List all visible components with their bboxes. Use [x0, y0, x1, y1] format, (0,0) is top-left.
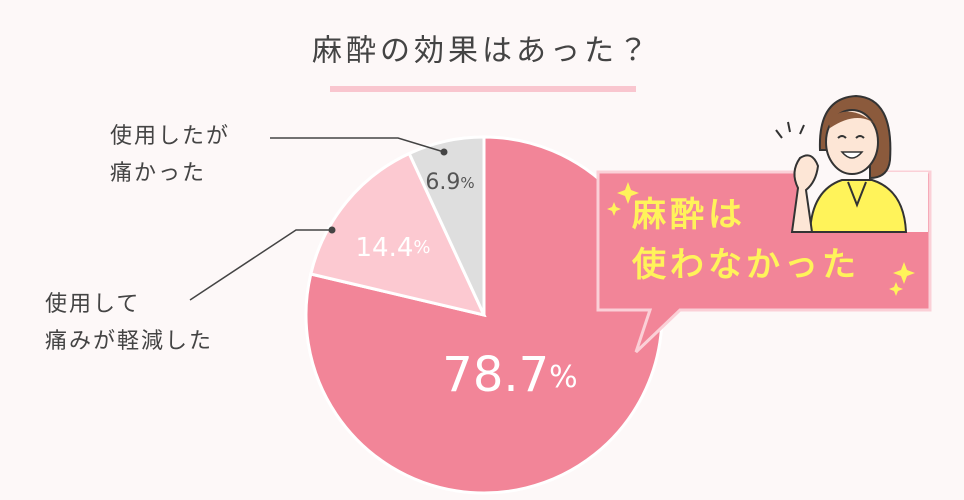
- shirt: [808, 179, 908, 233]
- sparkle: [889, 282, 903, 296]
- category-label: 使用したが 痛かった: [110, 124, 231, 186]
- leader-dot: [440, 148, 448, 156]
- emphasis: [775, 121, 805, 139]
- pie-slice: [407, 135, 486, 316]
- value-label: 6.9%: [425, 170, 474, 195]
- value-label: 14.4%: [356, 233, 431, 263]
- eyes: [837, 135, 865, 139]
- leader-dot: [328, 226, 336, 234]
- face: [825, 109, 879, 175]
- title-underline: [330, 86, 636, 92]
- mouth: [840, 151, 864, 159]
- collar: [847, 181, 867, 208]
- sparkles: [607, 182, 915, 296]
- sparkle: [617, 182, 639, 204]
- hand: [790, 154, 820, 233]
- value-label: 78.7%: [442, 347, 577, 403]
- person: [775, 94, 928, 233]
- sparkle: [893, 262, 915, 284]
- chart-title: 麻酔の効果はあった？: [312, 34, 652, 69]
- leader-line: [270, 137, 445, 153]
- callout-text: 麻酔は 使わなかった: [632, 195, 860, 285]
- pie: [304, 135, 664, 495]
- pie-slice: [308, 151, 487, 318]
- bangs: [828, 111, 880, 128]
- leader-lines: [189, 137, 445, 301]
- sparkle: [607, 202, 621, 216]
- leader-line: [189, 229, 332, 301]
- category-label: 使用して 痛みが軽減した: [45, 292, 214, 354]
